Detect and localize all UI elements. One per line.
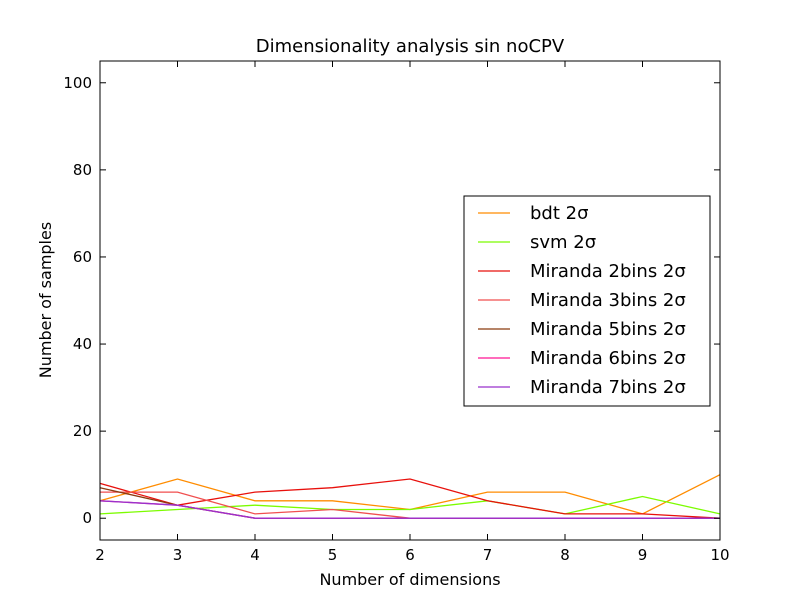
x-tick-label: 2 (95, 546, 105, 564)
legend-label: Miranda 3bins 2σ (530, 290, 686, 311)
x-tick-label: 10 (710, 546, 729, 564)
x-tick-label: 4 (250, 546, 260, 564)
legend: bdt 2σ svm 2σ Miranda 2bins 2σ Miranda 3bin… (463, 195, 711, 407)
legend-label: Miranda 2bins 2σ (530, 261, 686, 282)
series-line-1 (99, 495, 721, 515)
legend-box (463, 195, 711, 407)
x-tick-label: 5 (328, 546, 338, 564)
y-axis-label: Number of samples (36, 222, 55, 378)
x-tick-label: 9 (638, 546, 648, 564)
plot-frame (99, 60, 721, 541)
legend-label: Miranda 7bins 2σ (530, 377, 686, 398)
legend-label: Miranda 6bins 2σ (530, 348, 686, 369)
x-axis-label: Number of dimensions (319, 570, 500, 589)
series-layer (99, 474, 721, 519)
legend-label: Miranda 5bins 2σ (530, 319, 686, 340)
y-tick-label: 80 (73, 161, 92, 179)
y-tick-label: 40 (73, 335, 92, 353)
x-tick-label: 8 (560, 546, 570, 564)
y-tick-label: 100 (63, 74, 92, 92)
series-line-6 (99, 500, 720, 519)
series-line-2 (99, 478, 721, 519)
y-tick-label: 0 (82, 509, 92, 527)
y-tick-label: 60 (73, 248, 92, 266)
x-tick-label: 3 (173, 546, 183, 564)
x-tick-label: 6 (405, 546, 415, 564)
chart-title: Dimensionality analysis sin noCPV (256, 36, 565, 57)
legend-label: svm 2σ (530, 232, 596, 253)
x-tick-label: 7 (483, 546, 493, 564)
y-tick-label: 20 (73, 422, 92, 440)
legend-label: bdt 2σ (530, 203, 589, 224)
